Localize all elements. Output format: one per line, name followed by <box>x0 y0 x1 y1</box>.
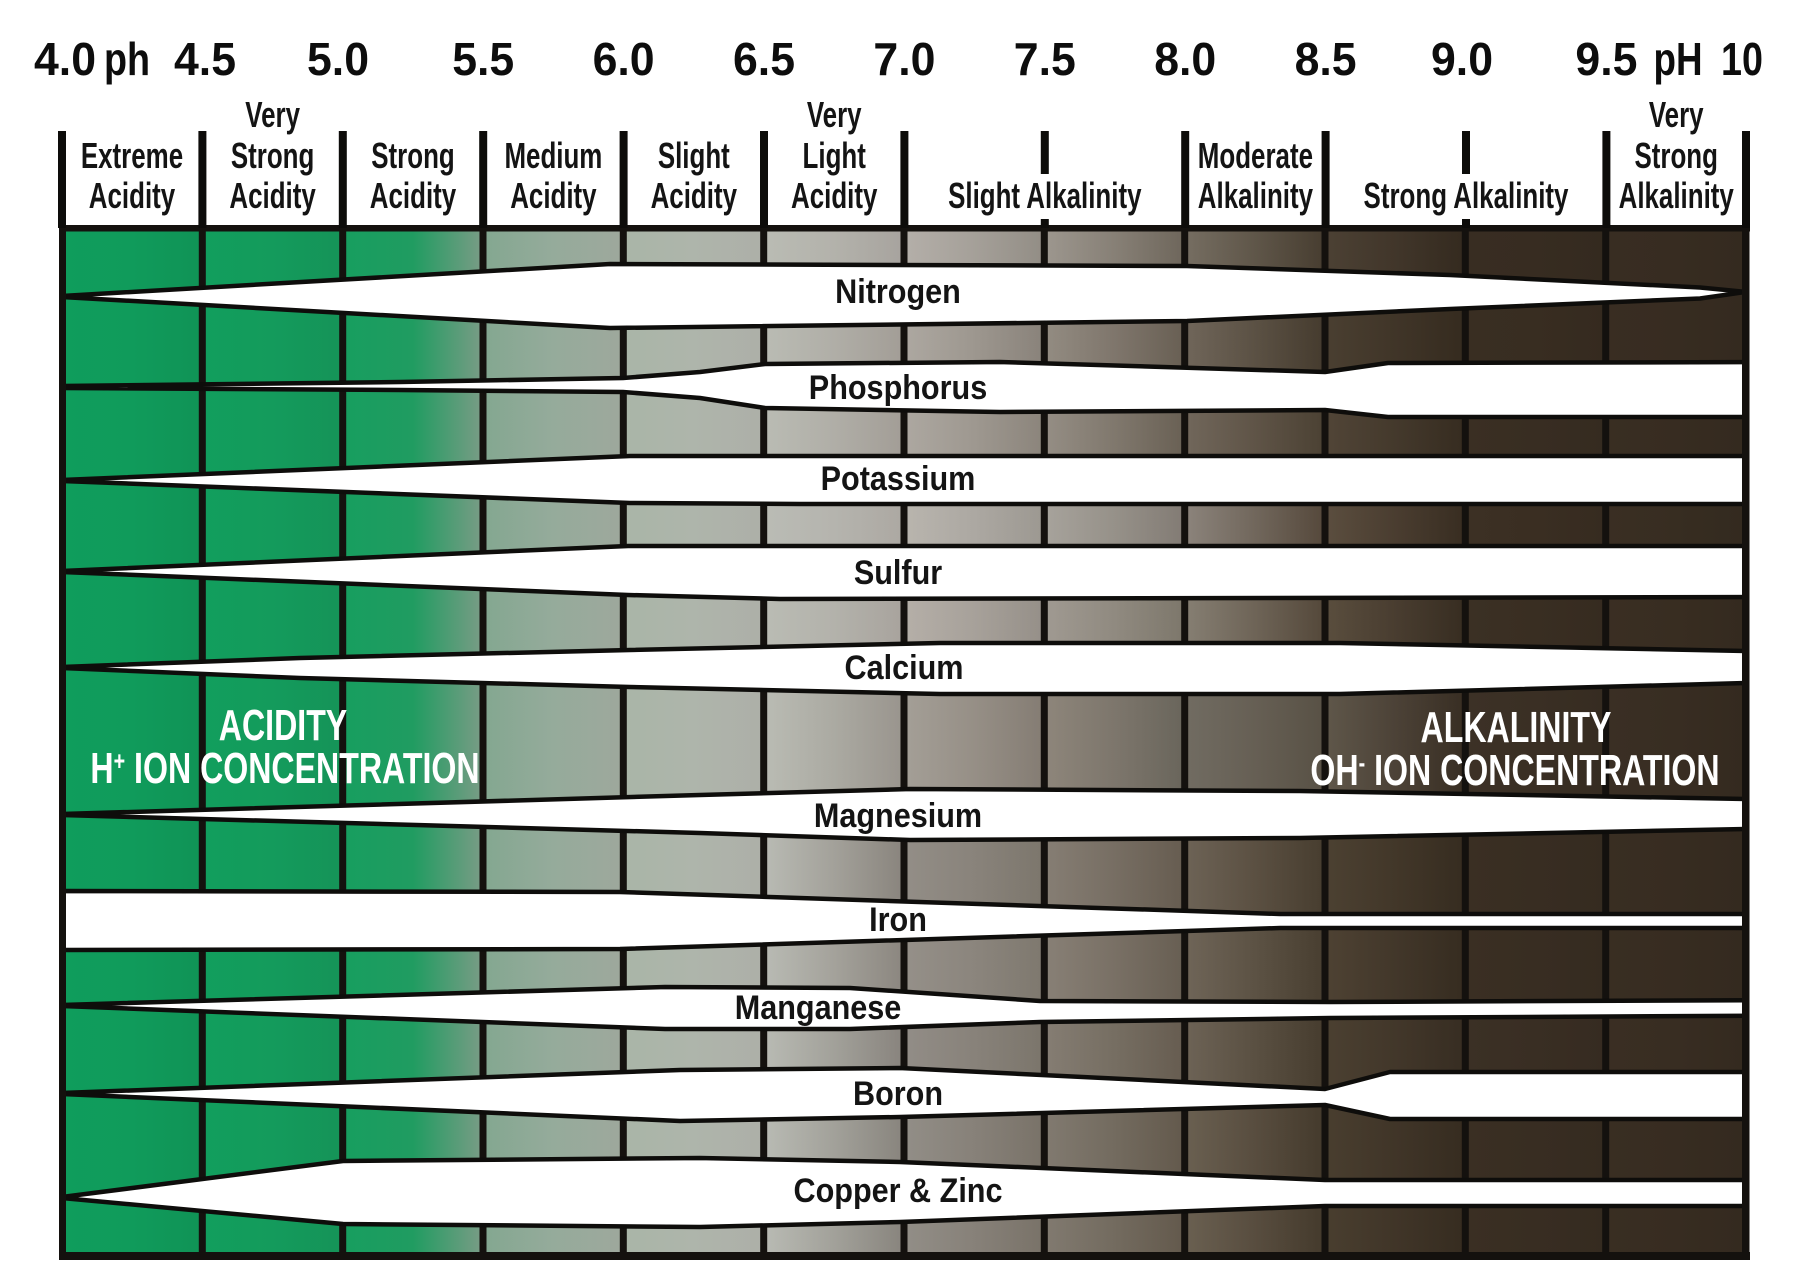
svg-text:Potassium: Potassium <box>821 460 976 498</box>
svg-text:ALKALINITY: ALKALINITY <box>1421 703 1612 752</box>
svg-text:Very: Very <box>1649 95 1704 135</box>
svg-text:Alkalinity: Alkalinity <box>1198 176 1314 216</box>
svg-text:Strong Alkalinity: Strong Alkalinity <box>1364 176 1569 216</box>
svg-text:6.5: 6.5 <box>733 33 795 85</box>
svg-text:Phosphorus: Phosphorus <box>809 369 987 407</box>
svg-text:Iron: Iron <box>869 901 927 939</box>
svg-text:H+ ION CONCENTRATION: H+ ION CONCENTRATION <box>90 744 479 793</box>
svg-text:Slight Alkalinity: Slight Alkalinity <box>948 176 1142 216</box>
svg-text:Acidity: Acidity <box>229 176 316 216</box>
svg-text:Acidity: Acidity <box>791 176 878 216</box>
svg-text:ph: ph <box>104 33 150 84</box>
svg-text:7.5: 7.5 <box>1014 33 1076 85</box>
svg-text:Sulfur: Sulfur <box>854 554 943 592</box>
svg-text:8.5: 8.5 <box>1295 33 1357 85</box>
svg-text:4.0: 4.0 <box>34 33 96 85</box>
svg-text:Medium: Medium <box>504 136 602 176</box>
svg-text:7.0: 7.0 <box>873 33 935 85</box>
svg-text:4.5: 4.5 <box>174 33 236 85</box>
svg-text:Acidity: Acidity <box>370 176 457 216</box>
svg-text:9.0: 9.0 <box>1431 33 1493 85</box>
svg-text:8.0: 8.0 <box>1154 33 1216 85</box>
svg-text:Moderate: Moderate <box>1198 136 1313 176</box>
svg-text:Manganese: Manganese <box>735 989 902 1027</box>
svg-text:6.0: 6.0 <box>593 33 655 85</box>
svg-text:Acidity: Acidity <box>89 176 176 216</box>
svg-text:Strong: Strong <box>1634 136 1717 176</box>
svg-text:Slight: Slight <box>658 136 730 176</box>
svg-text:Strong: Strong <box>371 136 454 176</box>
svg-text:Alkalinity: Alkalinity <box>1619 176 1735 216</box>
svg-text:5.0: 5.0 <box>307 33 369 85</box>
svg-text:Acidity: Acidity <box>651 176 738 216</box>
svg-text:OH- ION CONCENTRATION: OH- ION CONCENTRATION <box>1310 746 1719 795</box>
svg-text:pH: pH <box>1653 33 1702 85</box>
svg-text:Acidity: Acidity <box>510 176 597 216</box>
svg-text:Strong: Strong <box>231 136 314 176</box>
svg-text:9.5: 9.5 <box>1575 33 1637 85</box>
svg-text:Boron: Boron <box>853 1075 943 1113</box>
svg-text:10: 10 <box>1721 33 1763 84</box>
svg-text:Very: Very <box>245 95 300 135</box>
svg-text:Magnesium: Magnesium <box>814 797 982 835</box>
svg-text:Calcium: Calcium <box>845 649 964 687</box>
svg-text:5.5: 5.5 <box>452 33 514 85</box>
svg-text:Copper & Zinc: Copper & Zinc <box>793 1172 1002 1210</box>
svg-text:Very: Very <box>807 95 862 135</box>
svg-text:ACIDITY: ACIDITY <box>219 701 348 750</box>
svg-text:Extreme: Extreme <box>81 136 183 176</box>
svg-text:Nitrogen: Nitrogen <box>835 273 961 311</box>
svg-text:Light: Light <box>803 136 867 176</box>
